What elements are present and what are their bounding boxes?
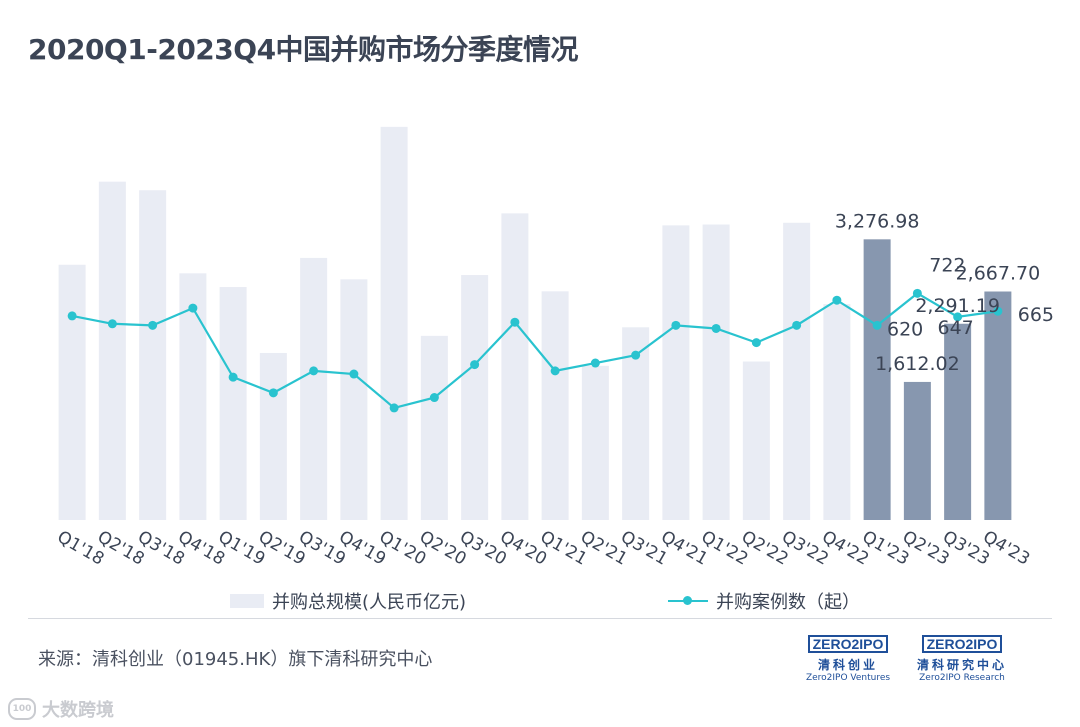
legend-line-label: 并购案例数（起） <box>716 592 860 613</box>
line-point-Q3'18 <box>148 320 158 330</box>
logo-zero2ipo-research: ZERO2IPO 清科研究中心 Zero2IPO Research <box>912 634 1012 683</box>
bar-Q2'21 <box>581 365 609 520</box>
bar-Q3'23 <box>944 323 972 520</box>
line-point-Q3'19 <box>309 366 319 376</box>
chart-svg: Q1'18Q2'18Q3'18Q4'18Q1'19Q2'19Q3'19Q4'19… <box>54 126 1054 570</box>
line-point-Q1'23 <box>872 320 882 330</box>
line-point-Q3'20 <box>470 360 480 370</box>
line-value-label: 722 <box>929 254 965 276</box>
line-point-Q4'20 <box>510 317 520 327</box>
watermark: 100 大数跨境 <box>8 696 114 722</box>
bar-Q4'18 <box>179 273 207 520</box>
line-point-Q2'18 <box>107 319 117 329</box>
line-value-label: 620 <box>887 318 923 340</box>
logo-mark: ZERO2IPO <box>798 634 898 654</box>
bar-Q3'22 <box>783 222 811 520</box>
line-point-Q4'21 <box>671 320 681 330</box>
source-note: 来源：清科创业（01945.HK）旗下清科研究中心 <box>38 649 433 670</box>
legend-line: 并购案例数（起） <box>668 588 860 614</box>
bar-Q2'23 <box>903 381 931 520</box>
logo-zero2ipo-ventures: ZERO2IPO 清科创业 Zero2IPO Ventures <box>798 634 898 683</box>
line-point-Q2'22 <box>751 338 761 348</box>
line-point-Q2'20 <box>429 393 439 403</box>
line-point-Q1'19 <box>228 372 238 382</box>
bar-value-label: 2,291.19 <box>915 295 1000 317</box>
bar-Q2'22 <box>742 361 770 520</box>
logo-cn: 清科创业 <box>817 658 878 672</box>
line-point-Q1'21 <box>550 366 560 376</box>
bar-Q1'21 <box>541 291 569 520</box>
bar-Q3'18 <box>139 190 167 520</box>
bar-Q1'22 <box>702 224 730 520</box>
bar-Q1'23 <box>863 239 891 521</box>
line-point-Q3'21 <box>631 350 641 360</box>
line-point-Q3'22 <box>792 320 802 330</box>
bar-Q2'19 <box>259 352 287 520</box>
logo-mark: ZERO2IPO <box>912 634 1012 654</box>
line-point-Q2'21 <box>590 358 600 368</box>
line-point-Q1'20 <box>389 403 399 413</box>
bar-Q3'20 <box>461 275 489 520</box>
data-labels: 3,276.98 1,612.02 2,291.19 2,667.70 620 722 64… <box>835 210 1054 375</box>
bar-value-label: 2,667.70 <box>956 263 1041 285</box>
bar-Q1'19 <box>219 287 247 520</box>
line-path <box>71 292 999 410</box>
bar-Q3'19 <box>300 257 328 520</box>
legend-bar-label: 并购总规模(人民币亿元) <box>272 592 467 613</box>
logo-en: Zero2IPO Research <box>919 673 1005 683</box>
line-point-Q1'18 <box>67 311 77 321</box>
bar-Q1'20 <box>380 126 408 521</box>
line-point-Q1'22 <box>711 323 721 333</box>
watermark-icon: 100 <box>8 698 36 720</box>
x-axis-ticks: Q1'18Q2'18Q3'18Q4'18Q1'19Q2'19Q3'19Q4'19… <box>54 527 1033 570</box>
line-point-Q4'19 <box>349 369 359 379</box>
bar-Q4'23 <box>984 291 1012 520</box>
line-point-Q3'23 <box>953 312 963 322</box>
bar-Q4'22 <box>823 304 851 520</box>
bar-series <box>58 126 1012 521</box>
line-series <box>67 288 1003 413</box>
bar-value-label: 1,612.02 <box>875 353 960 375</box>
logo-en: Zero2IPO Ventures <box>805 673 891 683</box>
line-value-label: 665 <box>1018 304 1054 326</box>
bar-value-label: 3,276.98 <box>835 210 920 232</box>
logo-brand: ZERO2IPO <box>807 635 889 653</box>
legend-line-swatch <box>668 595 708 607</box>
bar-Q2'20 <box>420 335 448 520</box>
bar-Q4'20 <box>501 213 529 520</box>
line-value-label: 647 <box>937 317 973 339</box>
line-point-Q2'23 <box>912 288 922 298</box>
line-point-Q4'23 <box>993 306 1003 316</box>
line-point-Q4'22 <box>832 295 842 305</box>
line-point-Q4'18 <box>188 303 198 313</box>
legend-bar-swatch <box>230 594 264 608</box>
bar-Q1'18 <box>58 264 86 520</box>
bar-Q4'19 <box>340 279 368 520</box>
chart-title: 2020Q1-2023Q4中国并购市场分季度情况 <box>28 33 579 66</box>
watermark-text: 大数跨境 <box>42 700 114 721</box>
bar-Q2'18 <box>98 181 126 520</box>
bar-Q4'21 <box>662 225 690 521</box>
logo-cn: 清科研究中心 <box>916 658 1007 672</box>
x-tick-label: Q4'23 <box>979 527 1033 570</box>
footer-divider <box>28 618 1052 619</box>
logo-brand: ZERO2IPO <box>921 635 1003 653</box>
legend-bar: 并购总规模(人民币亿元) <box>230 588 466 614</box>
line-point-Q2'19 <box>268 388 278 398</box>
